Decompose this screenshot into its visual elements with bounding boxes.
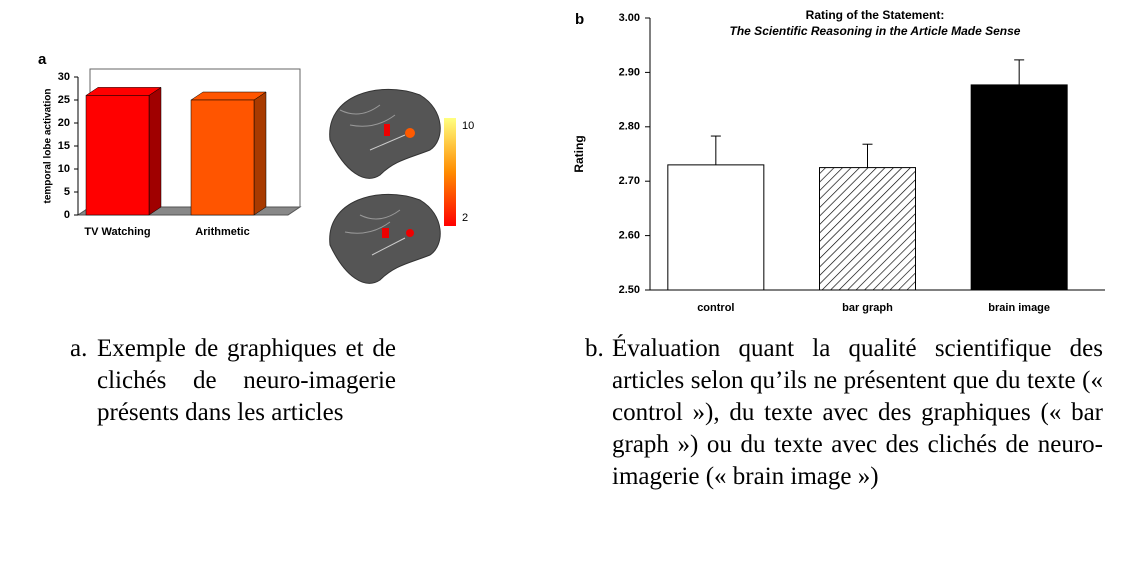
y-tick-label: 30: [58, 71, 70, 83]
x-tick-label: bar graph: [842, 302, 893, 314]
panel-letter: b: [575, 11, 584, 28]
y-tick-label: 25: [58, 94, 70, 106]
colorbar: [444, 118, 456, 226]
y-tick-label: 2.80: [619, 121, 640, 133]
x-tick-label: TV Watching: [84, 226, 150, 238]
figure: a temporal lobe activation 0 5 10 15 20 25 30 T…: [0, 0, 1133, 320]
y-tick-label: 3.00: [619, 12, 640, 24]
bar-side: [149, 87, 161, 215]
caption-label: a.: [70, 333, 97, 429]
colorbar-tick-label: 2: [462, 212, 468, 224]
bar: [86, 95, 149, 215]
y-tick-label: 5: [64, 186, 70, 198]
y-axis-label: temporal lobe activation: [43, 88, 54, 203]
y-tick-label: 2.70: [619, 175, 640, 187]
bar-side: [254, 92, 266, 215]
panel-letter: a: [38, 51, 47, 68]
y-tick-label: 15: [58, 140, 70, 152]
y-tick-label: 2.90: [619, 66, 640, 78]
bar: [971, 85, 1067, 290]
x-tick-label: Arithmetic: [195, 226, 249, 238]
brain-images: [330, 89, 441, 283]
y-axis-label: Rating: [572, 135, 586, 172]
chart-subtitle: The Scientific Reasoning in the Article …: [730, 24, 1021, 38]
caption-text: Évaluation quant la qualité scientifique…: [612, 333, 1103, 493]
caption-text: Exemple de graphiques et de clichés de n…: [97, 333, 396, 429]
page: a temporal lobe activation 0 5 10 15 20 25 30 T…: [0, 0, 1133, 580]
bar-top: [191, 92, 266, 100]
chart-title: Rating of the Statement:: [806, 8, 945, 22]
bar: [820, 168, 916, 290]
colorbar-tick-label: 10: [462, 120, 474, 132]
x-tick-label: brain image: [988, 302, 1050, 314]
y-tick-label: 20: [58, 117, 70, 129]
y-tick-label: 10: [58, 163, 70, 175]
y-tick-label: 0: [64, 209, 70, 221]
caption-label: b.: [585, 333, 612, 493]
y-tick-label: 2.50: [619, 284, 640, 296]
caption: a. Exemple de graphiques et de clichés d…: [70, 333, 396, 429]
chart-b: 2.50 2.60 2.70 2.80 2.90 3.00 control bar graph…: [619, 12, 1105, 314]
caption: b. Évaluation quant la qualité scientifi…: [585, 333, 1103, 493]
bar: [668, 165, 764, 290]
x-tick-label: control: [697, 302, 734, 314]
y-tick-label: 2.60: [619, 230, 640, 242]
bar-top: [86, 87, 161, 95]
bar: [191, 100, 254, 215]
